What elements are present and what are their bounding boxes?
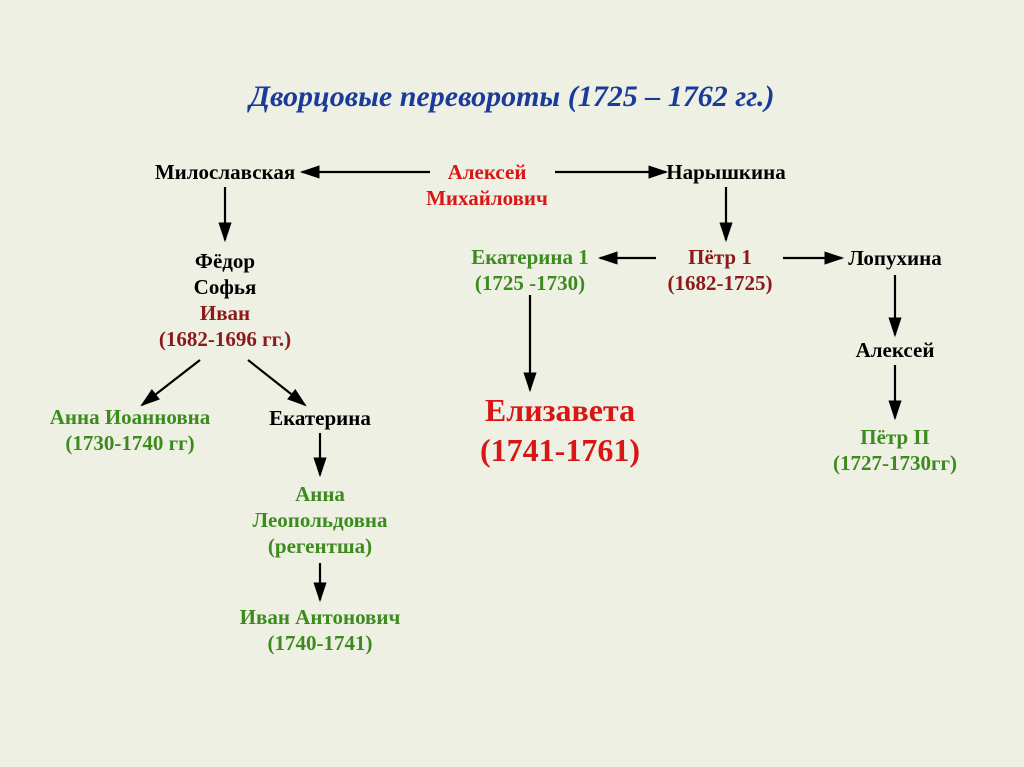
- node-anna_leopold: АннаЛеопольдовна(регентша): [0, 481, 832, 560]
- node-alexei_son: Алексей: [383, 337, 1024, 363]
- slide-title: Дворцовые перевороты (1725 – 1762 гг.): [0, 80, 1024, 114]
- node-lopukhina: Лопухина: [383, 245, 1024, 271]
- node-peter2: Пётр II(1727-1730гг): [383, 424, 1024, 477]
- node-ivan_antonovich: Иван Антонович(1740-1741): [0, 604, 832, 657]
- node-naryshkina: Нарышкина: [214, 159, 1024, 185]
- diagram-stage: Дворцовые перевороты (1725 – 1762 гг.) М…: [0, 0, 1024, 767]
